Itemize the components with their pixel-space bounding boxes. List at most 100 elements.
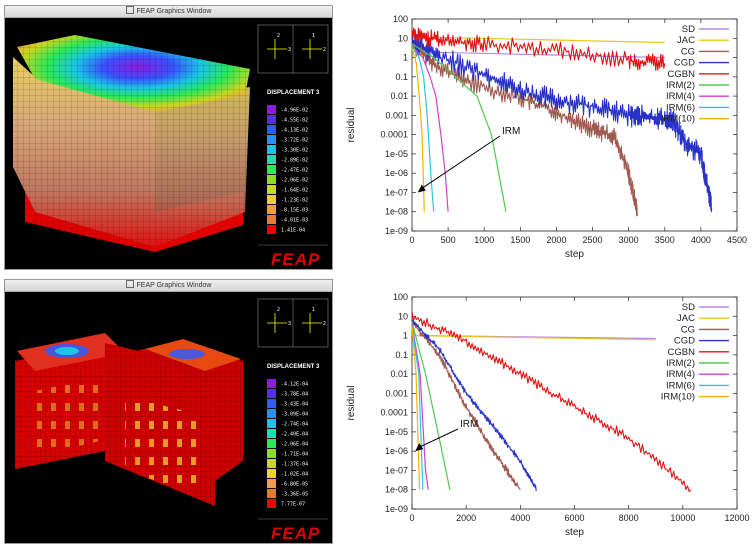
series-line-cgd (411, 33, 713, 213)
legend-value: -1.64E-02 (281, 188, 308, 194)
legend-swatch (267, 225, 276, 234)
x-tick-label: 4500 (727, 235, 747, 245)
legend-entry: CGBN (668, 69, 696, 80)
axis-label: 2 (323, 47, 326, 53)
series-line-cg (411, 39, 638, 217)
window-app-icon (125, 6, 134, 14)
legend-swatch (267, 185, 276, 194)
legend-value: -2.74E-04 (281, 422, 308, 428)
legend-entry: CG (681, 46, 695, 57)
y-tick-label: 1e-07 (385, 465, 408, 475)
y-tick-label: 0.01 (390, 91, 408, 101)
legend-value: -1.37E-04 (281, 462, 308, 468)
legend-entry: IRM(6) (666, 102, 695, 113)
series-line-irm4 (411, 323, 429, 490)
series-line-cgbn (411, 27, 666, 72)
series-line-irm2 (411, 321, 451, 490)
legend-swatch (267, 439, 276, 448)
annotation-arrowhead (415, 443, 424, 452)
legend-title: DISPLACEMENT 3 (267, 90, 320, 96)
x-tick-label: 2500 (583, 235, 603, 245)
legend-value: -2.40E-04 (281, 432, 308, 438)
y-tick-label: 1e-09 (385, 504, 408, 514)
legend-value: 7.77E-07 (281, 502, 305, 508)
y-tick-label: 0.0001 (380, 130, 408, 140)
legend-swatch (267, 105, 276, 114)
legend-value: -3.36E-05 (281, 492, 308, 498)
legend-entry: IRM(4) (666, 369, 695, 380)
x-tick-label: 4000 (691, 235, 711, 245)
feap-window-bottom: FEAP Graphics Window (4, 279, 333, 544)
x-tick-label: 12000 (724, 513, 749, 523)
axis-label: 3 (288, 321, 291, 327)
x-axis-label: step (565, 527, 584, 538)
legend-entry: SD (682, 302, 695, 313)
legend-swatch (267, 419, 276, 428)
x-tick-label: 2000 (456, 513, 476, 523)
legend-entry: IRM(10) (661, 114, 695, 125)
legend-entry: CG (681, 324, 695, 335)
legend-entry: JAC (677, 35, 695, 46)
series-line-sd (411, 51, 665, 59)
window-app-icon (125, 280, 134, 288)
x-tick-label: 10000 (670, 513, 695, 523)
legend-swatch (267, 115, 276, 124)
y-tick-label: 100 (393, 14, 408, 24)
y-tick-label: 0.1 (395, 350, 408, 360)
irm-annotation: IRM (502, 126, 520, 137)
feap-logo: FEAP (271, 524, 320, 543)
legend-title: DISPLACEMENT 3 (267, 364, 320, 370)
contour-legend: DISPLACEMENT 3 -4.96E-02 -4.55E-02 -4.13E-… (267, 90, 320, 234)
y-tick-label: 0.1 (395, 72, 408, 82)
legend-value: -6.80E-05 (281, 482, 308, 488)
x-tick-label: 1500 (510, 235, 530, 245)
legend-entry: IRM(6) (666, 380, 695, 391)
axis-label: 2 (323, 321, 326, 327)
y-tick-label: 1 (403, 53, 408, 63)
legend-value: 1.41E-04 (281, 228, 305, 234)
y-tick-label: 0.0001 (380, 408, 408, 418)
axis-label: 2 (277, 307, 280, 313)
legend-entry: JAC (677, 313, 695, 324)
y-tick-label: 1e-06 (385, 168, 408, 178)
residual-plot-bottom-svg: 100 10 1 0.1 0.01 0.001 0.0001 1e-05 1e-06 1e-07 1… (346, 292, 750, 538)
series-line-cg (411, 321, 521, 491)
legend-swatch (267, 499, 276, 508)
legend-swatch (267, 479, 276, 488)
contour-legend: DISPLACEMENT 3 -4.12E-04 -3.78E-04 -3.43E-… (267, 364, 320, 508)
legend-value: -1.71E-04 (281, 452, 308, 458)
axis-label: 1 (312, 307, 315, 313)
legend-value: -4.55E-02 (281, 118, 308, 124)
y-tick-label: 10 (398, 33, 408, 43)
legend-swatch (267, 459, 276, 468)
feap-canvas-bottom: 2 3 1 2 DISPLACEMENT 3 -4.12E-04 -3.78E-0… (15, 298, 329, 543)
feap-window-titlebar[interactable]: FEAP Graphics Window (5, 6, 332, 18)
y-tick-label: 0.001 (385, 110, 408, 120)
y-tick-label: 1e-08 (385, 485, 408, 495)
legend-value: -4.13E-02 (281, 128, 308, 134)
plot-frame (411, 18, 738, 232)
x-tick-label: 3500 (655, 235, 675, 245)
legend-swatch (267, 125, 276, 134)
legend-value: -2.47E-02 (281, 168, 308, 174)
legend-value: -4.96E-02 (281, 108, 308, 114)
legend-swatch (267, 449, 276, 458)
x-tick-label: 2000 (546, 235, 566, 245)
x-tick-label: 8000 (619, 513, 639, 523)
legend-entry: CGD (674, 58, 695, 69)
window-title: FEAP Graphics Window (136, 8, 212, 15)
window-title: FEAP Graphics Window (136, 282, 212, 289)
legend-entry: IRM(10) (661, 392, 695, 403)
feap-window-titlebar[interactable]: FEAP Graphics Window (5, 280, 332, 292)
x-tick-label: 4000 (510, 513, 530, 523)
annotation-arrow (419, 428, 459, 448)
series-line-irm6 (411, 45, 435, 212)
y-tick-label: 1e-07 (385, 187, 408, 197)
residual-plot-top-svg: 100 10 1 0.1 0.01 0.001 0.0001 1e-05 1e-06 1e-07 1… (346, 14, 747, 260)
x-tick-label: 0 (409, 513, 414, 523)
legend-swatch (267, 145, 276, 154)
legend-swatch (267, 429, 276, 438)
feap-logo: FEAP (271, 250, 320, 269)
legend-value: -3.30E-02 (281, 148, 308, 154)
axis-label: 3 (288, 47, 291, 53)
